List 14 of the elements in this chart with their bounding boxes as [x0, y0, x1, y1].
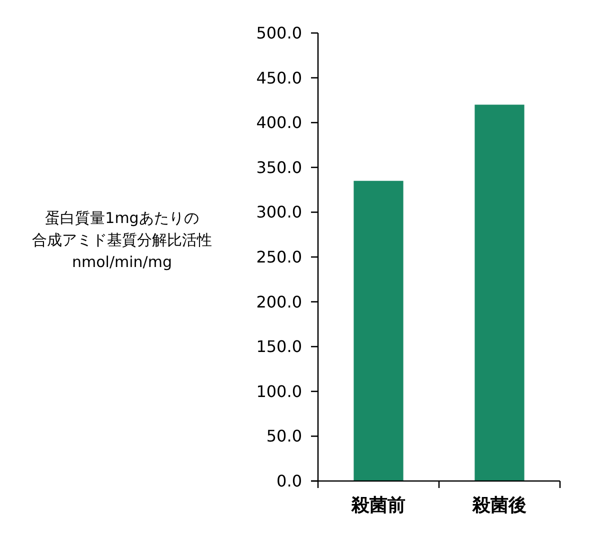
- y-tick-label: 0.0: [276, 472, 302, 490]
- y-tick-label: 500.0: [256, 24, 302, 42]
- y-tick-label: 200.0: [256, 292, 302, 312]
- y-tick-label: 50.0: [266, 426, 302, 446]
- y-tick-label: 250.0: [256, 248, 302, 266]
- y-tick-label: 300.0: [256, 202, 302, 222]
- y-tick-label: 150.0: [256, 337, 302, 356]
- x-tick-label: 殺菌前: [350, 495, 406, 516]
- x-tick-label: 殺菌後: [472, 495, 526, 516]
- y-tick-label: 450.0: [256, 68, 302, 88]
- y-tick-label: 100.0: [256, 382, 302, 401]
- y-tick-label: 350.0: [256, 158, 302, 177]
- y-axis-title: 蛋白質量1mgあたりの合成アミド基質分解比活性 nmol/min/mg: [32, 209, 212, 271]
- y-tick-label: 400.0: [256, 113, 302, 132]
